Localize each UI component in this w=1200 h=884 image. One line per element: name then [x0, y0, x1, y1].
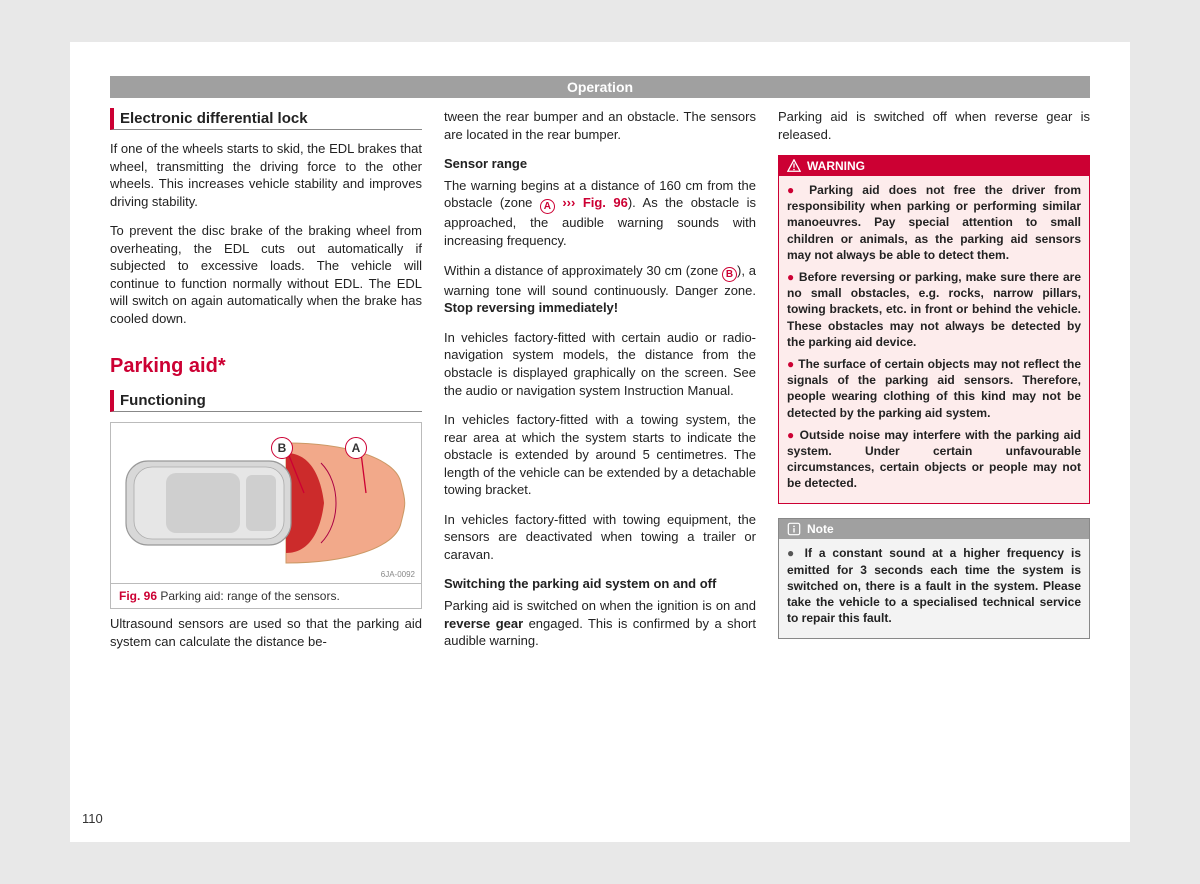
info-icon — [787, 522, 801, 536]
zone-a-icon: A — [540, 199, 555, 214]
col2-p3a: Within a distance of approximately 30 cm… — [444, 263, 722, 278]
warning-item-1: ● Parking aid does not free the driver f… — [787, 182, 1081, 263]
content-columns: Electronic differential lock If one of t… — [70, 108, 1130, 663]
column-2: tween the rear bumper and an obstacle. T… — [444, 108, 756, 663]
switching-sub: Switching the parking aid system on and … — [444, 575, 756, 593]
ref-arrow-icon: ››› — [562, 195, 575, 210]
warning-box: WARNING ● Parking aid does not free the … — [778, 155, 1090, 504]
page-number: 110 — [82, 811, 103, 826]
col2-p3c: Stop reversing immediately! — [444, 300, 618, 315]
column-1: Electronic differential lock If one of t… — [110, 108, 422, 663]
figure-96: B A 6JA-0092 Fig. 96 Parking aid: range … — [110, 422, 422, 609]
note-item: ● If a constant sound at a higher freque… — [787, 545, 1081, 626]
note-title: Note — [807, 522, 834, 536]
col2-p1: tween the rear bumper and an obstacle. T… — [444, 108, 756, 143]
figure-id: 6JA-0092 — [381, 570, 415, 579]
col2-p4: In vehicles factory-fitted with certain … — [444, 329, 756, 399]
edl-para-1: If one of the wheels starts to skid, the… — [110, 140, 422, 210]
heading-edl: Electronic differential lock — [110, 108, 422, 130]
note-header: Note — [779, 519, 1089, 539]
figure-label: Fig. 96 — [119, 589, 157, 603]
figure-96-caption: Fig. 96 Parking aid: range of the sensor… — [111, 583, 421, 608]
warning-item-4: ● Outside noise may interfere with the p… — [787, 427, 1081, 492]
warning-list: ● Parking aid does not free the driver f… — [779, 176, 1089, 503]
figure-caption-text: Parking aid: range of the sensors. — [160, 589, 339, 603]
warning-item-3: ● The surface of certain objects may not… — [787, 356, 1081, 421]
col2-p7: Parking aid is switched on when the igni… — [444, 597, 756, 650]
note-body: ● If a constant sound at a higher freque… — [779, 539, 1089, 638]
warning-header: WARNING — [779, 156, 1089, 176]
warning-title: WARNING — [807, 159, 865, 173]
note-box: Note ● If a constant sound at a higher f… — [778, 518, 1090, 639]
col2-p7a: Parking aid is switched on when the igni… — [444, 598, 756, 613]
col2-p2: The warning begins at a distance of 160 … — [444, 177, 756, 250]
edl-para-2: To prevent the disc brake of the braking… — [110, 222, 422, 327]
figure-96-image: B A 6JA-0092 — [111, 423, 421, 583]
heading-functioning: Functioning — [110, 390, 422, 412]
col3-p1: Parking aid is switched off when reverse… — [778, 108, 1090, 143]
parking-sensor-diagram — [111, 423, 421, 583]
col2-p3: Within a distance of approximately 30 cm… — [444, 262, 756, 317]
section-parking-aid: Parking aid* — [110, 355, 422, 378]
warning-text-1: Parking aid does not free the driver fro… — [787, 183, 1081, 262]
column-3: Parking aid is switched off when reverse… — [778, 108, 1090, 663]
manual-page: Operation Electronic differential lock I… — [70, 42, 1130, 842]
fig-ref: Fig. 96 — [583, 195, 628, 210]
zone-b-icon: B — [722, 267, 737, 282]
warning-item-2: ● Before reversing or parking, make sure… — [787, 269, 1081, 350]
col2-p5: In vehicles factory-fitted with a towing… — [444, 411, 756, 499]
sensor-range-sub: Sensor range — [444, 155, 756, 173]
warning-icon — [787, 159, 801, 173]
warning-text-4: Outside noise may interfere with the par… — [787, 428, 1081, 491]
warning-text-2: Before reversing or parking, make sure t… — [787, 270, 1081, 349]
col2-p6: In vehicles factory-fitted with towing e… — [444, 511, 756, 564]
page-header: Operation — [110, 76, 1090, 98]
note-text: If a constant sound at a higher frequenc… — [787, 546, 1081, 625]
warning-text-3: The surface of certain objects may not r… — [787, 357, 1081, 420]
col2-p7b: reverse gear — [444, 616, 523, 631]
ultrasound-para: Ultrasound sensors are used so that the … — [110, 615, 422, 650]
